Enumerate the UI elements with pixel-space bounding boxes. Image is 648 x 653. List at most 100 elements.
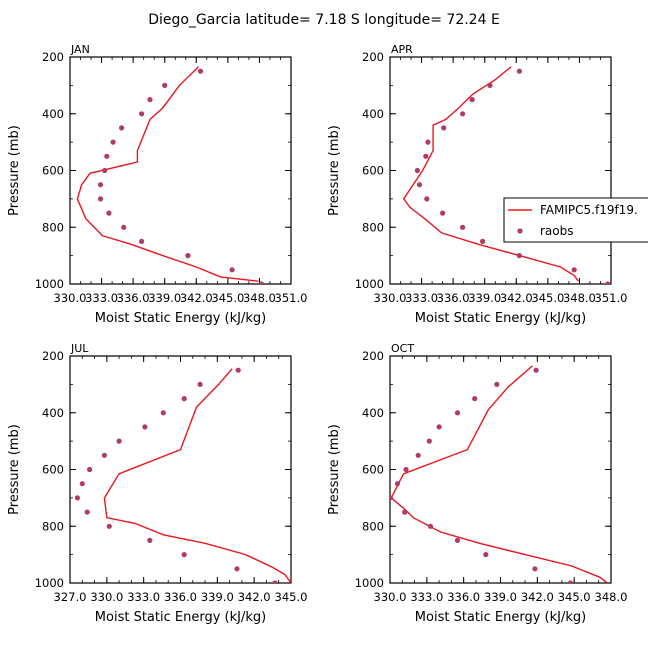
x-tick-label: 345.0 xyxy=(531,291,564,305)
raobs-point xyxy=(147,97,153,103)
x-tick-label: 351.0 xyxy=(595,291,628,305)
raobs-point xyxy=(197,68,204,74)
y-axis-label: Pressure (mb) xyxy=(7,424,22,515)
x-tick-label: 333.0 xyxy=(127,590,160,604)
x-tick-label: 333.0 xyxy=(85,291,118,305)
raobs-point xyxy=(394,481,400,487)
legend-label: raobs xyxy=(540,224,574,238)
raobs-point xyxy=(403,466,409,473)
x-axis-label: Moist Static Energy (kJ/kg) xyxy=(95,311,266,326)
panel-oct: OCT 330.0 333.0 336.0 339.0 342.0 345.0 348.0 20… xyxy=(327,342,627,625)
x-tick-label: 333.0 xyxy=(410,590,443,604)
y-tick-label: 400 xyxy=(42,107,64,121)
series-line-model xyxy=(103,368,291,583)
y-axis-label: Pressure (mb) xyxy=(7,125,22,216)
raobs-point xyxy=(87,466,93,473)
raobs-point xyxy=(472,396,478,402)
x-axis-label: Moist Static Energy (kJ/kg) xyxy=(415,311,586,326)
y-tick-label: 1000 xyxy=(35,277,64,291)
x-tick-label: 345.0 xyxy=(558,590,591,604)
raobs-point xyxy=(494,381,500,387)
x-tick-label: 333.0 xyxy=(405,291,438,305)
raobs-point xyxy=(415,452,421,458)
panels: JAN330.0333.0336.0339.0342.0345.0348.035… xyxy=(7,43,627,625)
y-tick-label: 600 xyxy=(42,164,64,178)
series-line-model xyxy=(402,66,579,282)
panel-label: JUL xyxy=(70,342,89,355)
raobs-point xyxy=(139,238,145,244)
raobs-point xyxy=(441,125,447,131)
raobs-point xyxy=(235,367,241,373)
series-line-model xyxy=(390,365,608,583)
panel-label: JAN xyxy=(70,43,90,56)
raobs-point xyxy=(427,523,434,529)
y-tick-label: 200 xyxy=(362,50,384,64)
x-tick-label: 339.0 xyxy=(148,291,181,305)
x-tick-label: 342.0 xyxy=(500,291,533,305)
y-tick-label: 800 xyxy=(362,220,384,234)
x-tick-label: 327.0 xyxy=(54,590,87,604)
raobs-point xyxy=(533,367,539,373)
x-tick-label: 336.0 xyxy=(164,590,197,604)
raobs-point xyxy=(483,552,489,558)
raobs-point xyxy=(426,438,432,444)
y-tick-label: 1000 xyxy=(35,576,64,590)
y-tick-label: 800 xyxy=(362,519,384,533)
y-tick-label: 200 xyxy=(42,50,64,64)
x-axis-label: Moist Static Energy (kJ/kg) xyxy=(415,610,586,625)
panel-jul: JUL 327.0 330.0 333.0 336.0 339.0 342.0 345.0 20… xyxy=(7,342,307,625)
plot-area xyxy=(76,66,265,284)
x-tick-label: 330.0 xyxy=(374,590,407,604)
legend-box xyxy=(503,197,648,243)
panel-jan: JAN 330.0333.0336.0339.0342.0345.0348.035… xyxy=(7,43,307,326)
raobs-point xyxy=(414,167,420,174)
plot-area xyxy=(390,365,608,583)
raobs-point xyxy=(147,537,153,544)
y-tick-label: 600 xyxy=(42,463,64,477)
raobs-point xyxy=(104,153,110,159)
raobs-point xyxy=(106,523,112,529)
x-tick-label: 342.0 xyxy=(180,291,213,305)
panel-label: OCT xyxy=(391,342,414,355)
x-tick-label: 330.0 xyxy=(374,291,407,305)
raobs-point xyxy=(425,139,431,145)
raobs-point xyxy=(229,267,235,273)
y-tick-label: 1000 xyxy=(355,277,384,291)
raobs-point xyxy=(258,281,265,284)
raobs-point xyxy=(121,224,127,230)
x-tick-label: 330.0 xyxy=(54,291,87,305)
x-tick-label: 339.0 xyxy=(468,291,501,305)
raobs-point xyxy=(79,481,85,487)
x-tick-label: 336.0 xyxy=(117,291,150,305)
raobs-point xyxy=(74,495,80,501)
raobs-point xyxy=(272,580,278,583)
raobs-point xyxy=(487,82,493,88)
y-tick-label: 200 xyxy=(42,349,64,363)
raobs-point xyxy=(106,210,112,216)
raobs-point xyxy=(116,438,122,444)
y-tick-label: 400 xyxy=(362,107,384,121)
y-tick-label: 400 xyxy=(42,406,64,420)
x-tick-label: 330.0 xyxy=(90,590,123,604)
panel-apr: APR 330.0333.0336.0339.0342.0345.0348.035… xyxy=(327,43,627,326)
raobs-point xyxy=(119,125,125,131)
raobs-point xyxy=(516,253,523,259)
raobs-point xyxy=(84,509,90,515)
figure-title: Diego_Garcia latitude= 7.18 S longitude=… xyxy=(148,12,500,28)
raobs-point xyxy=(516,68,523,74)
raobs-point xyxy=(571,267,577,273)
panel-label: APR xyxy=(391,43,413,56)
raobs-point xyxy=(460,111,466,117)
raobs-point xyxy=(424,196,430,202)
raobs-point xyxy=(160,410,166,416)
x-tick-label: 339.0 xyxy=(201,590,234,604)
y-tick-label: 800 xyxy=(42,220,64,234)
x-tick-label: 336.0 xyxy=(447,590,480,604)
raobs-point xyxy=(605,281,611,284)
raobs-point xyxy=(423,153,429,159)
raobs-point xyxy=(440,210,446,216)
raobs-point xyxy=(436,424,442,430)
x-tick-label: 345.0 xyxy=(275,590,308,604)
x-tick-label: 345.0 xyxy=(211,291,244,305)
